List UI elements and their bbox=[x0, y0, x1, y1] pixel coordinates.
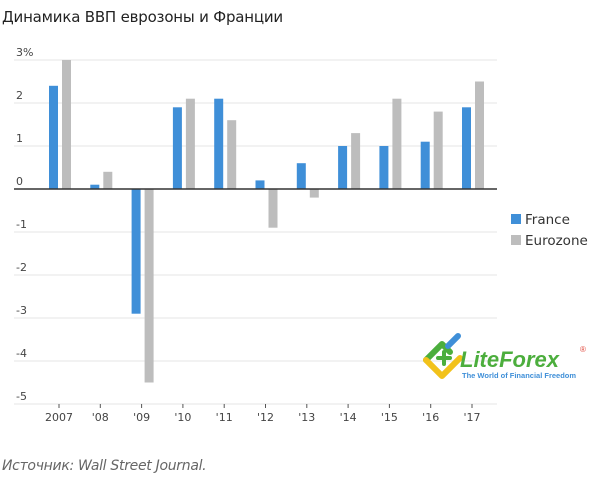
y-axis-ticks: 3% 2 1 0 -1 -2 -3 -4 -5 bbox=[16, 46, 33, 403]
legend-label-france: France bbox=[525, 212, 570, 228]
x-tick-label: '17 bbox=[463, 411, 480, 424]
chart-title: Динамика ВВП еврозоны и Франции bbox=[2, 8, 283, 26]
y-tick-label: -2 bbox=[16, 261, 27, 274]
bar-france bbox=[131, 189, 141, 314]
bar-eurozone bbox=[392, 98, 402, 189]
liteforex-logo: LiteForex ® The World of Financial Freed… bbox=[423, 333, 586, 380]
legend-swatch-france bbox=[511, 214, 521, 224]
bar-france bbox=[49, 85, 58, 189]
bar-eurozone bbox=[185, 98, 195, 189]
bar-france bbox=[379, 146, 389, 189]
x-tick-label: '14 bbox=[340, 411, 357, 424]
y-tick-label: 2 bbox=[16, 89, 23, 102]
bar-eurozone bbox=[103, 171, 113, 189]
x-tick-label: '11 bbox=[216, 411, 233, 424]
logo-mark-icon bbox=[423, 333, 463, 379]
x-tick-label: '16 bbox=[422, 411, 439, 424]
y-tick-label: 0 bbox=[16, 175, 23, 188]
bar-eurozone bbox=[351, 133, 361, 189]
source-caption: Источник: Wall Street Journal. bbox=[2, 458, 207, 474]
bar-eurozone bbox=[268, 189, 278, 228]
legend-label-eurozone: Eurozone bbox=[525, 233, 588, 249]
y-tick-label: -5 bbox=[16, 390, 27, 403]
legend: France Eurozone bbox=[511, 212, 588, 249]
y-tick-label: -4 bbox=[16, 347, 27, 360]
bar-eurozone bbox=[475, 81, 484, 189]
bars bbox=[14, 60, 497, 383]
y-tick-label: 3% bbox=[16, 46, 33, 59]
x-tick-label: 2007 bbox=[45, 411, 73, 424]
logo-registered: ® bbox=[580, 345, 586, 354]
bar-eurozone bbox=[227, 120, 237, 189]
bar-france bbox=[172, 107, 182, 189]
y-tick-label: -3 bbox=[16, 304, 27, 317]
bar-france bbox=[338, 146, 348, 189]
x-tick-label: '12 bbox=[257, 411, 274, 424]
gdp-bar-chart: 3% 2 1 0 -1 -2 -3 -4 -5 2007 '08 '09 '10 '11 '12 '13 '1… bbox=[14, 46, 588, 424]
x-tick-label: '15 bbox=[381, 411, 398, 424]
bar-eurozone bbox=[62, 60, 71, 189]
logo-tagline: The World of Financial Freedom bbox=[462, 371, 576, 380]
bar-france bbox=[90, 184, 100, 189]
legend-swatch-eurozone bbox=[511, 235, 521, 245]
y-tick-label: -1 bbox=[16, 218, 27, 231]
x-tick-label: '09 bbox=[133, 411, 150, 424]
x-axis: 2007 '08 '09 '10 '11 '12 '13 '14 '15 '16 '17 bbox=[14, 403, 497, 424]
bar-france bbox=[462, 107, 471, 189]
logo-wordmark: LiteForex bbox=[460, 347, 560, 372]
x-tick-label: '13 bbox=[298, 411, 315, 424]
bar-eurozone bbox=[144, 189, 154, 383]
bar-france bbox=[214, 98, 224, 189]
bar-eurozone bbox=[433, 111, 443, 189]
y-tick-label: 1 bbox=[16, 132, 23, 145]
bar-france bbox=[296, 163, 306, 189]
x-tick-label: '10 bbox=[174, 411, 191, 424]
bar-france bbox=[420, 141, 430, 189]
x-tick-label: '08 bbox=[92, 411, 109, 424]
bar-france bbox=[255, 180, 265, 189]
bar-eurozone bbox=[309, 189, 319, 198]
